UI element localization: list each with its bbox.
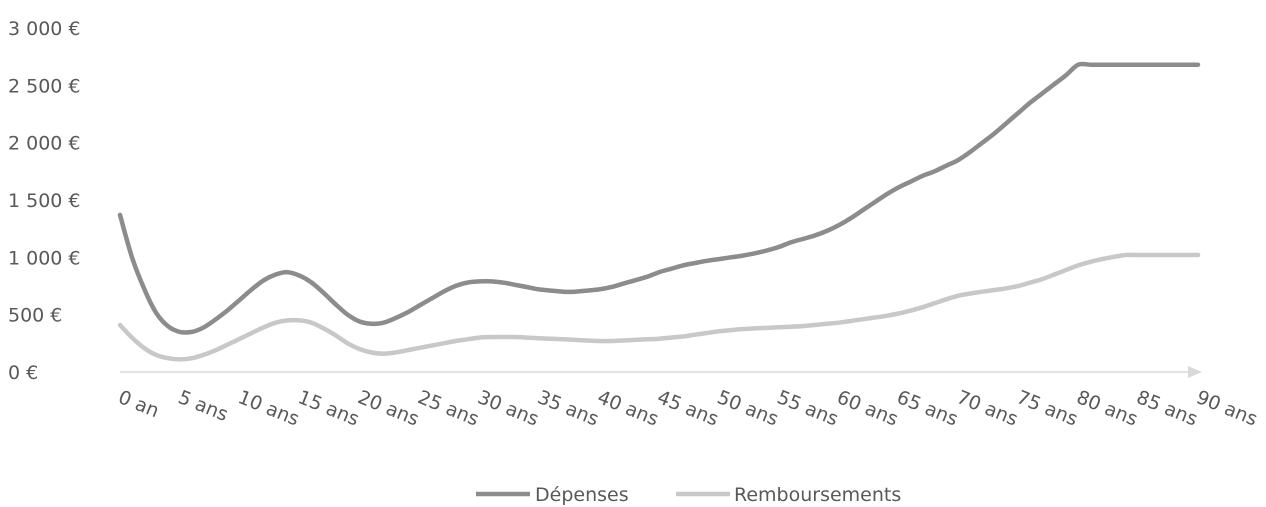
x-tick-label: 75 ans: [1013, 386, 1080, 430]
y-tick-label: 0 €: [8, 362, 38, 384]
x-tick-label: 15 ans: [295, 386, 362, 430]
x-tick-label: 70 ans: [954, 386, 1021, 430]
x-tick-label: 35 ans: [534, 386, 601, 430]
x-tick-label: 0 an: [115, 386, 162, 422]
x-tick-label: 25 ans: [415, 386, 482, 430]
x-tick-label: 60 ans: [834, 386, 901, 430]
y-tick-label: 3 000 €: [8, 18, 81, 40]
x-tick-label: 65 ans: [894, 386, 961, 430]
x-tick-label: 85 ans: [1133, 386, 1200, 430]
y-tick-label: 1 500 €: [8, 190, 81, 212]
x-tick-label: 55 ans: [774, 386, 841, 430]
x-tick-label: 5 ans: [175, 386, 231, 426]
x-tick-label: 45 ans: [654, 386, 721, 430]
y-tick-label: 2 500 €: [8, 75, 81, 97]
x-tick-label: 20 ans: [355, 386, 422, 430]
x-tick-label: 10 ans: [235, 386, 302, 430]
y-tick-label: 1 000 €: [8, 247, 81, 269]
x-tick-label: 30 ans: [474, 386, 541, 430]
y-tick-label: 2 000 €: [8, 133, 81, 155]
x-tick-label: 90 ans: [1193, 386, 1260, 430]
x-tick-label: 50 ans: [714, 386, 781, 430]
y-tick-label: 500 €: [8, 305, 62, 327]
x-axis-arrow: [1188, 366, 1202, 378]
y-axis-ticks: 0 € 500 € 1 000 € 1 500 € 2 000 € 2 500 € 3 00…: [8, 18, 81, 384]
series-line-remboursements: [117, 252, 1201, 362]
legend-label: Remboursements: [734, 484, 901, 506]
legend-label: Dépenses: [535, 484, 629, 506]
x-tick-label: 40 ans: [594, 386, 661, 430]
legend: Dépenses Remboursements: [476, 484, 901, 506]
series-lines: [117, 61, 1201, 362]
x-tick-label: 80 ans: [1073, 386, 1140, 430]
series-line-depenses: [117, 61, 1201, 335]
